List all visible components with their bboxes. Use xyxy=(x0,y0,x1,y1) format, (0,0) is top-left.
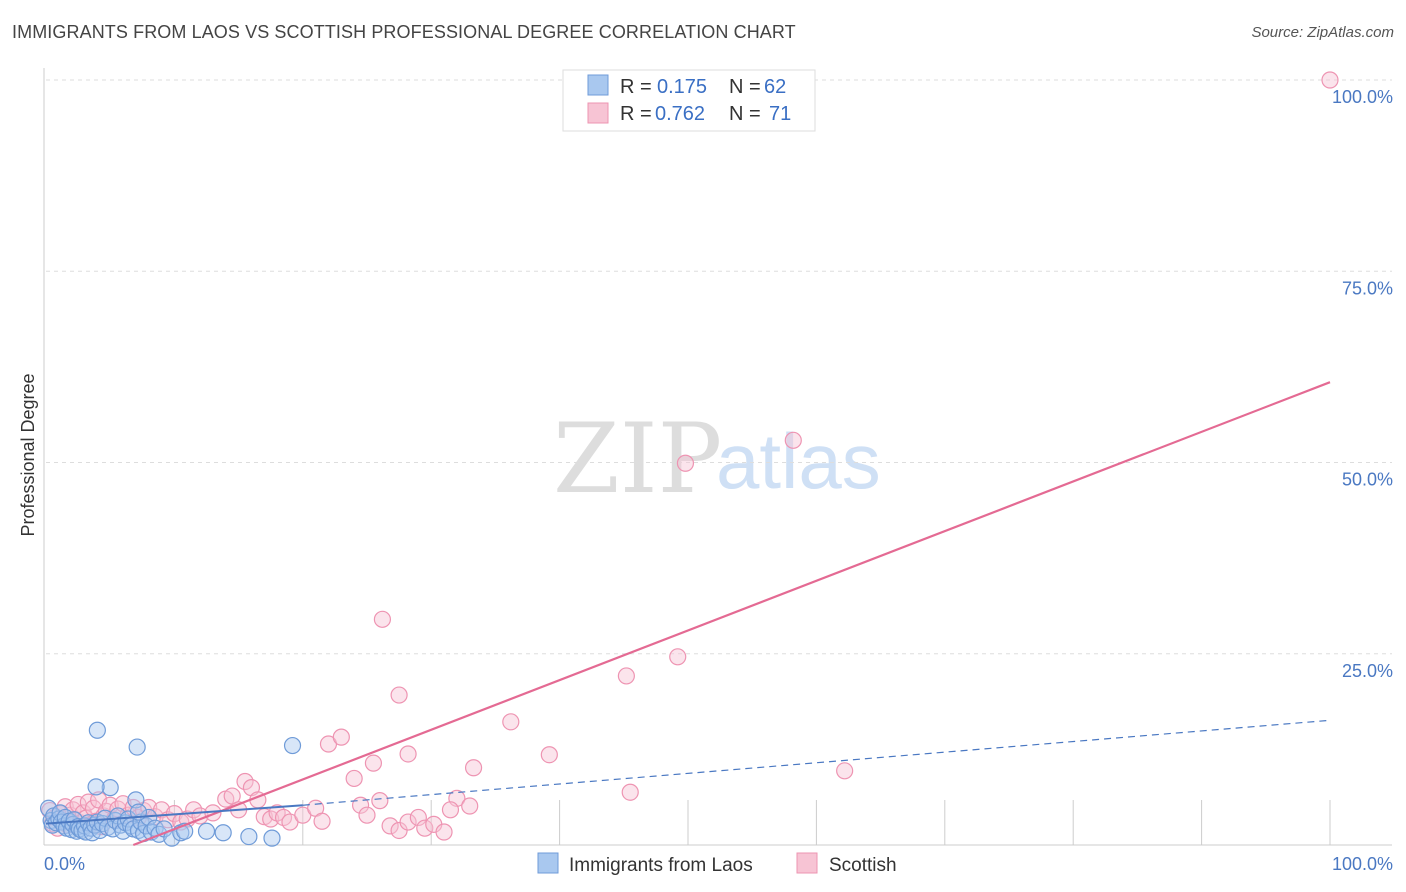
scottish-point-64 xyxy=(399,813,417,831)
laos-point-55 xyxy=(128,738,146,756)
data-points xyxy=(39,71,1339,847)
scottish-outlier-point-9 xyxy=(669,648,687,666)
scottish-point-65 xyxy=(409,808,427,827)
scottish-point-61 xyxy=(371,792,389,810)
legend-n-value-laos: 62 xyxy=(764,76,786,98)
bottom-legend-label-scottish: Scottish xyxy=(829,855,897,876)
bottom-legend-swatch-scottish xyxy=(796,852,818,874)
scottish-point-42 xyxy=(223,787,241,805)
x-tick-labels: 0.0% 100.0% xyxy=(44,854,1393,874)
scottish-outlier-point-0 xyxy=(373,610,392,628)
scottish-point-56 xyxy=(332,728,350,746)
scottish-outlier-point-3 xyxy=(441,801,460,819)
laos-point-58 xyxy=(214,824,232,842)
laos-trendline-solid xyxy=(45,804,303,825)
scottish-outlier-point-4 xyxy=(464,759,483,777)
scottish-point-59 xyxy=(358,806,376,824)
y-axis-label: Professional Degree xyxy=(18,373,38,536)
laos-point-61 xyxy=(283,736,302,755)
legend-swatch-laos xyxy=(587,74,609,96)
watermark-zip: ZIP xyxy=(553,403,722,515)
scottish-point-66 xyxy=(416,819,434,837)
legend-n-label-laos: N = xyxy=(729,76,761,98)
legend-swatch-scottish xyxy=(587,102,609,124)
scottish-outlier-point-12 xyxy=(836,762,854,780)
source-label: Source: ZipAtlas.com xyxy=(1251,24,1394,41)
laos-trendline-dashed xyxy=(302,719,1331,806)
grid xyxy=(46,79,1392,845)
bottom-legend-swatch-laos xyxy=(537,852,559,874)
laos-point-53 xyxy=(87,778,105,796)
scottish-outlier-point-8 xyxy=(621,783,639,801)
legend-n-value-scottish: 71 xyxy=(769,103,791,125)
bottom-legend: Immigrants from Laos Scottish xyxy=(537,852,897,876)
x-tick-label-0: 0.0% xyxy=(44,854,85,874)
y-tick-labels: 25.0% 50.0% 75.0% 100.0% xyxy=(1332,87,1393,681)
laos-point-57 xyxy=(197,822,216,840)
scottish-outlier-point-11 xyxy=(784,431,802,449)
x-tick-label-1: 100.0% xyxy=(1332,854,1393,874)
y-tick-label-1: 50.0% xyxy=(1342,470,1393,490)
legend-r-value-laos: 0.175 xyxy=(657,76,707,98)
scottish-point-48 xyxy=(262,810,280,828)
watermark: ZIP atlas xyxy=(553,403,881,515)
scottish-point-54 xyxy=(313,812,331,830)
scottish-point-62 xyxy=(381,817,399,835)
legend-r-label-scottish: R = xyxy=(620,103,652,125)
scottish-outlier-point-5 xyxy=(502,713,520,731)
legend: R = 0.175 N = 62 R = 0.762 N = 71 xyxy=(562,69,816,132)
watermark-atlas: atlas xyxy=(716,417,881,505)
scottish-outlier-point-10 xyxy=(676,454,695,472)
y-tick-label-3: 100.0% xyxy=(1332,87,1393,107)
trend-lines xyxy=(45,381,1331,847)
y-tick-label-0: 25.0% xyxy=(1342,661,1393,681)
scottish-outlier-point-13 xyxy=(1321,71,1339,89)
scottish-outlier-point-7 xyxy=(617,667,635,685)
scottish-outlier-point-1 xyxy=(390,686,408,704)
scottish-trendline xyxy=(132,381,1331,847)
bottom-legend-label-laos: Immigrants from Laos xyxy=(569,855,753,876)
laos-point-30 xyxy=(101,779,119,797)
chart-title: IMMIGRANTS FROM LAOS VS SCOTTISH PROFESS… xyxy=(12,22,796,42)
scottish-point-70 xyxy=(461,797,479,815)
scottish-point-68 xyxy=(435,823,453,841)
scottish-point-60 xyxy=(364,754,383,772)
legend-n-label-scottish: N = xyxy=(729,103,761,125)
laos-point-54 xyxy=(88,721,106,739)
legend-r-value-scottish: 0.762 xyxy=(655,103,705,125)
laos-point-59 xyxy=(240,827,258,846)
scottish-point-44 xyxy=(236,772,254,791)
y-tick-label-2: 75.0% xyxy=(1342,278,1393,298)
scottish-point-57 xyxy=(345,769,363,788)
scottish-outlier-point-6 xyxy=(540,746,558,764)
laos-point-60 xyxy=(263,829,281,847)
legend-r-label-laos: R = xyxy=(620,76,652,98)
scottish-point-33 xyxy=(152,801,171,819)
scottish-outlier-point-2 xyxy=(399,745,417,763)
